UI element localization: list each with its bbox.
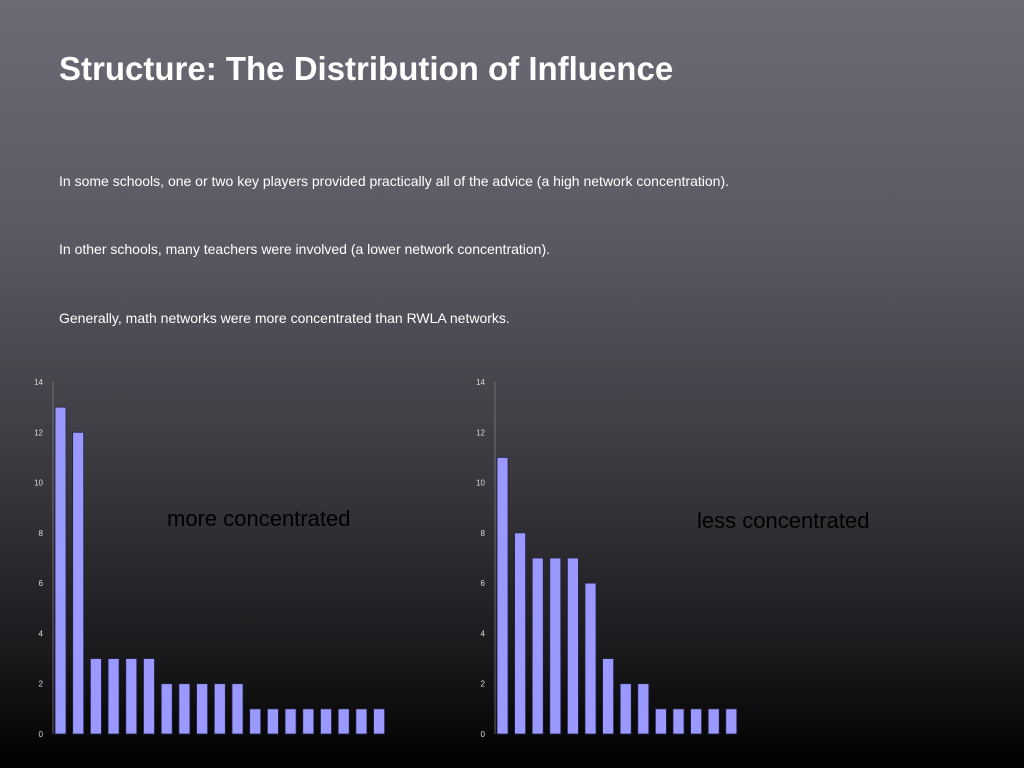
- bar: [373, 708, 386, 735]
- bar: [567, 557, 579, 735]
- bar: [707, 708, 720, 735]
- bar: [178, 683, 191, 735]
- y-tick-label: 6: [39, 579, 44, 588]
- y-tick-label: 10: [34, 479, 43, 488]
- y-tick-label: 14: [476, 378, 485, 387]
- bar: [107, 658, 120, 735]
- bar: [672, 708, 685, 735]
- bar: [72, 431, 85, 735]
- bar: [143, 658, 155, 735]
- y-tick-label: 10: [476, 479, 485, 488]
- chart-annotation: less concentrated: [697, 508, 869, 533]
- more-concentrated-bar-chart: 0 2 4 6 8 10 12 14 more concentrated: [34, 378, 386, 739]
- y-tick-label: 2: [39, 680, 44, 689]
- bar: [549, 557, 562, 735]
- y-tick-label: 12: [34, 428, 43, 437]
- y-tick-label: 6: [481, 579, 486, 588]
- less-concentrated-bar-chart: 0 2 4 6 8 10 12 14 less concentrated: [476, 378, 869, 739]
- bar: [90, 658, 102, 735]
- bar: [654, 708, 667, 735]
- bar: [584, 582, 597, 735]
- y-tick-label: 14: [34, 378, 43, 387]
- bar: [531, 557, 544, 735]
- bar: [302, 708, 315, 735]
- y-tick-label: 4: [39, 629, 44, 638]
- bar: [690, 708, 703, 735]
- y-tick-label: 0: [481, 730, 486, 739]
- bar: [54, 406, 67, 735]
- bar: [496, 457, 509, 735]
- bar: [514, 532, 526, 735]
- bar: [337, 708, 350, 735]
- bar: [196, 683, 209, 735]
- bar: [160, 683, 173, 735]
- bar: [284, 708, 297, 735]
- bar: [231, 683, 244, 735]
- y-tick-label: 0: [39, 730, 44, 739]
- bar: [355, 708, 368, 735]
- paragraph-math-vs-rwla: Generally, math networks were more conce…: [59, 310, 510, 326]
- bar: [602, 658, 615, 735]
- bar: [619, 683, 632, 735]
- bar: [213, 683, 226, 735]
- bar: [249, 708, 262, 735]
- bar: [725, 708, 738, 735]
- slide-title: Structure: The Distribution of Influence: [59, 50, 674, 87]
- bar: [637, 683, 650, 735]
- y-tick-label: 4: [481, 629, 486, 638]
- bar: [266, 708, 279, 735]
- y-tick-label: 8: [481, 529, 486, 538]
- y-tick-label: 2: [481, 680, 486, 689]
- paragraph-low-concentration: In other schools, many teachers were inv…: [59, 241, 551, 257]
- paragraph-high-concentration: In some schools, one or two key players …: [59, 173, 730, 189]
- chart-annotation: more concentrated: [167, 506, 350, 531]
- y-tick-label: 8: [39, 529, 44, 538]
- bar: [125, 658, 138, 735]
- bar: [320, 708, 332, 735]
- y-tick-label: 12: [476, 428, 485, 437]
